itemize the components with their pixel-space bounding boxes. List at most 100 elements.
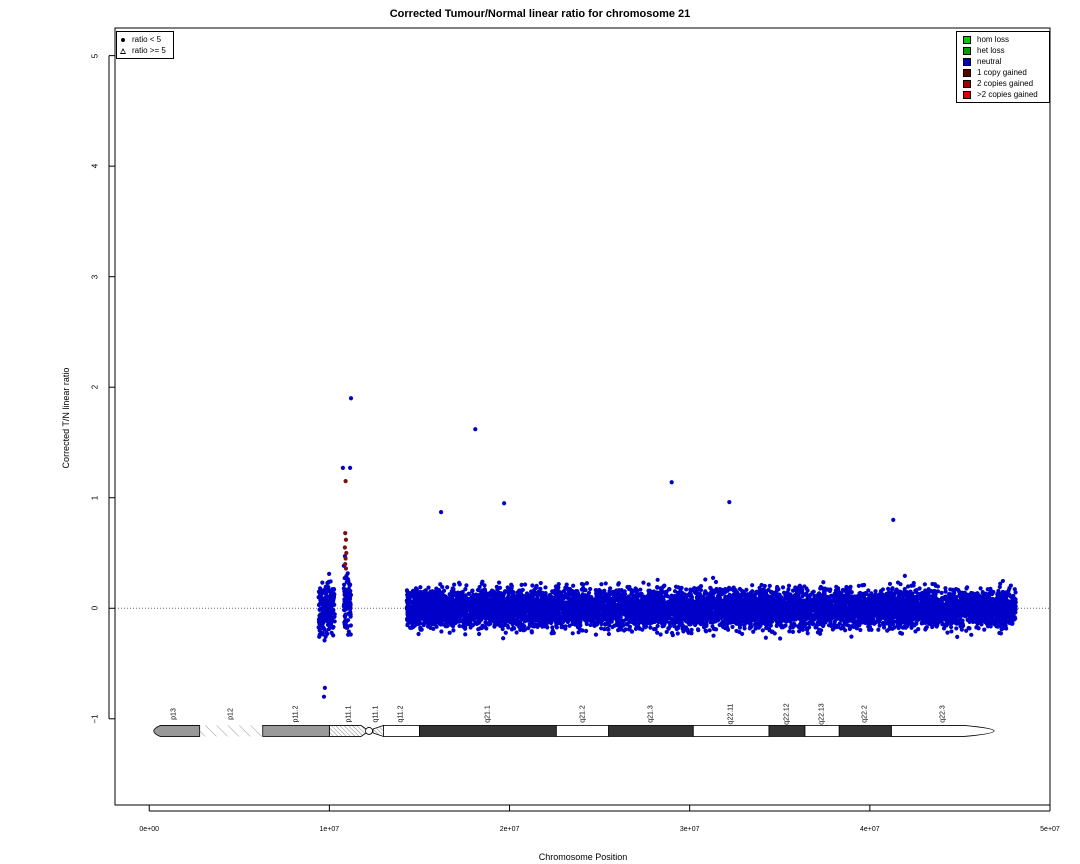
data-point (346, 629, 351, 634)
data-point (955, 634, 960, 639)
data-point (344, 579, 349, 584)
data-point (343, 619, 348, 624)
data-point (348, 623, 353, 628)
data-point (655, 630, 660, 635)
data-point (331, 591, 336, 596)
data-point (584, 581, 590, 586)
data-point (638, 587, 643, 592)
data-point (978, 586, 983, 591)
data-point (316, 595, 321, 600)
data-point (325, 594, 331, 599)
data-point (321, 612, 326, 617)
data-point (345, 624, 350, 629)
data-point (321, 608, 327, 613)
data-point (318, 606, 323, 611)
data-point (329, 594, 334, 600)
data-point (570, 631, 575, 636)
data-point (317, 628, 322, 633)
data-point (325, 631, 330, 636)
data-point (713, 579, 719, 585)
data-point (606, 631, 612, 637)
data-point (954, 626, 959, 631)
data-point (316, 602, 322, 608)
data-point (571, 583, 576, 588)
data-point (588, 622, 593, 628)
data-point (767, 583, 772, 588)
data-point (329, 618, 335, 624)
data-point (873, 589, 878, 594)
data-point (325, 598, 330, 604)
data-point (529, 630, 534, 635)
data-point (710, 575, 716, 580)
data-point (858, 627, 863, 633)
data-point (939, 590, 944, 595)
data-point (998, 581, 1003, 586)
data-point (326, 585, 331, 590)
data-point (320, 621, 325, 626)
data-point (646, 582, 651, 587)
data-point (328, 579, 333, 584)
data-point (584, 621, 589, 627)
data-point (317, 624, 322, 629)
data-point (324, 614, 329, 619)
data-point (969, 632, 974, 637)
data-point (347, 612, 352, 617)
data-point (821, 580, 826, 585)
data-point (763, 635, 768, 640)
data-point (463, 632, 468, 637)
data-point (327, 571, 332, 577)
data-point (711, 633, 716, 638)
data-point (483, 620, 488, 625)
data-point (917, 586, 922, 591)
data-point (348, 593, 353, 598)
data-point (689, 627, 694, 632)
data-point (790, 629, 796, 634)
data-point (501, 636, 506, 641)
data-point (342, 602, 347, 607)
data-point (787, 629, 792, 634)
data-point (603, 581, 608, 586)
data-point (949, 629, 954, 634)
data-point (451, 628, 456, 633)
data-point (966, 625, 971, 631)
data-point (714, 627, 719, 632)
data-point (439, 629, 444, 634)
data-point (780, 585, 786, 590)
data-point (786, 583, 792, 588)
data-point (332, 614, 337, 619)
axes (108, 55, 1051, 812)
data-point (331, 633, 336, 638)
data-point (342, 576, 347, 581)
data-point (538, 580, 543, 586)
data-point (707, 628, 712, 633)
data-point (593, 632, 599, 637)
data-points (316, 396, 1018, 699)
data-point (316, 589, 322, 594)
data-point (828, 587, 833, 592)
data-point (328, 612, 333, 617)
data-point (342, 582, 347, 587)
data-point (326, 620, 331, 625)
data-point (655, 577, 660, 582)
data-point (325, 604, 330, 609)
data-point (343, 588, 348, 593)
data-point (890, 626, 895, 631)
data-point (704, 629, 709, 634)
data-point (452, 582, 457, 587)
data-point (347, 583, 352, 588)
data-point (320, 580, 325, 585)
data-point (514, 630, 519, 635)
data-point (1000, 578, 1006, 584)
data-point (887, 581, 893, 587)
data-point (750, 583, 755, 588)
data-point (330, 587, 335, 592)
data-point (328, 625, 333, 630)
data-point (998, 631, 1004, 636)
data-point (503, 630, 508, 635)
data-point (880, 587, 886, 592)
data-point (404, 588, 410, 593)
plot-frame (114, 27, 1051, 806)
data-point (321, 598, 326, 603)
data-point (876, 627, 881, 632)
